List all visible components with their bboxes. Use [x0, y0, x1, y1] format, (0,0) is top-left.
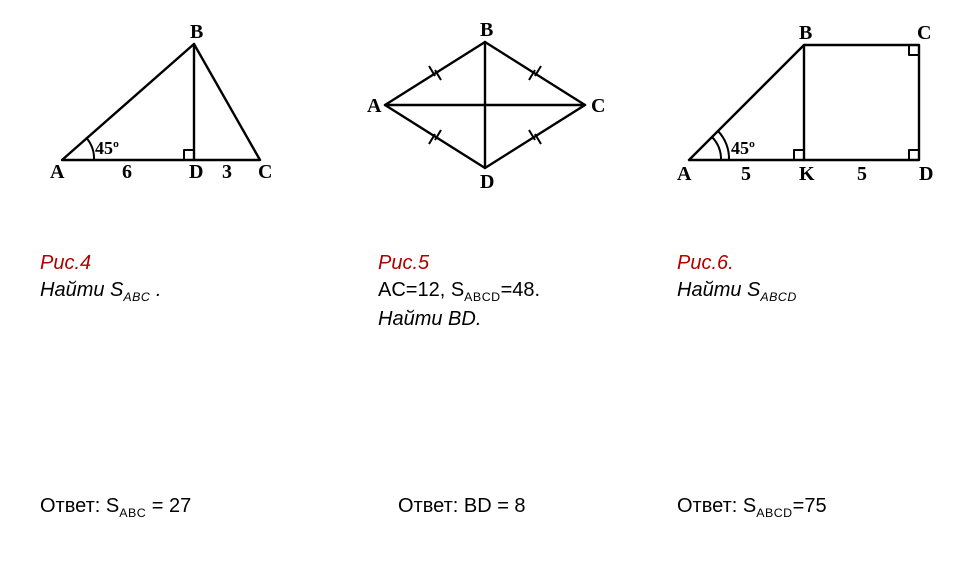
fig6-seg-AK: 5 [741, 163, 751, 185]
fig4-angle: 45º [95, 138, 119, 158]
fig4-label-D: D [189, 161, 203, 183]
fig6-caption: Рис.6. Найти SABCD [677, 250, 950, 306]
fig6-answer: Ответ: SABCD=75 [677, 495, 950, 520]
fig4-answer: Ответ: SABC = 27 [40, 495, 303, 520]
fig5-answer: Ответ: BD = 8 [398, 495, 627, 518]
column-fig6: B C A K D 5 5 45º Рис.6. Найти SABCD Отв… [647, 0, 970, 584]
fig4-answer-prefix: Ответ: S [40, 495, 119, 517]
fig6-label-C: C [917, 22, 931, 44]
fig5-given-prefix: AC=12, S [378, 279, 464, 301]
fig6-answer-sub: ABCD [756, 506, 792, 520]
fig6-prompt-prefix: Найти S [677, 279, 760, 301]
fig4-label-C: C [258, 161, 272, 183]
fig4-prompt-sub: ABC [123, 290, 150, 304]
fig6-label-B: B [799, 22, 812, 44]
column-fig5: B A C D Рис.5 AC=12, SABCD=48. Найти BD.… [323, 0, 647, 584]
fig4-label-B: B [190, 21, 203, 43]
fig4-prompt-prefix: Найти S [40, 279, 123, 301]
fig6-svg: B C A K D 5 5 45º [659, 20, 959, 190]
column-fig4: B A D C 6 3 45º Рис.4 Найти SABC . Ответ… [0, 0, 323, 584]
fig6-ris-label: Рис.6. [677, 250, 950, 277]
fig6-seg-KD: 5 [857, 163, 867, 185]
fig4-caption: Рис.4 Найти SABC . [40, 250, 303, 306]
fig5-given-sub: ABCD [464, 290, 500, 304]
fig5-given-suffix: =48. [501, 279, 540, 301]
fig5-label-D: D [480, 171, 494, 190]
fig5-given: AC=12, SABCD=48. [378, 277, 627, 306]
fig6-angle: 45º [731, 138, 755, 158]
fig4-answer-sub: ABC [119, 506, 146, 520]
fig5-label-B: B [480, 20, 493, 41]
figure-6: B C A K D 5 5 45º [647, 20, 970, 190]
fig4-answer-suffix: = 27 [146, 495, 191, 517]
page: B A D C 6 3 45º Рис.4 Найти SABC . Ответ… [0, 0, 970, 584]
fig4-svg: B A D C 6 3 45º [22, 20, 302, 190]
fig6-label-A: A [677, 163, 692, 185]
fig4-seg-DC: 3 [222, 161, 232, 183]
fig5-svg: B A C D [345, 20, 625, 190]
fig4-label-A: A [50, 161, 65, 183]
fig5-prompt: Найти BD. [378, 306, 627, 333]
fig5-caption: Рис.5 AC=12, SABCD=48. Найти BD. [378, 250, 627, 333]
fig5-label-C: C [591, 95, 605, 117]
figure-4: B A D C 6 3 45º [0, 20, 323, 190]
fig6-prompt: Найти SABCD [677, 277, 950, 306]
fig6-answer-prefix: Ответ: S [677, 495, 756, 517]
fig5-label-A: A [367, 95, 382, 117]
figure-5: B A C D [323, 20, 647, 190]
fig5-ris-label: Рис.5 [378, 250, 627, 277]
fig6-answer-suffix: =75 [793, 495, 827, 517]
fig4-prompt: Найти SABC . [40, 277, 303, 306]
fig4-seg-AD: 6 [122, 161, 132, 183]
fig6-label-D: D [919, 163, 933, 185]
fig4-ris-label: Рис.4 [40, 250, 303, 277]
fig6-prompt-sub: ABCD [760, 290, 796, 304]
fig6-label-K: K [799, 163, 815, 185]
fig4-prompt-suffix: . [150, 279, 161, 301]
